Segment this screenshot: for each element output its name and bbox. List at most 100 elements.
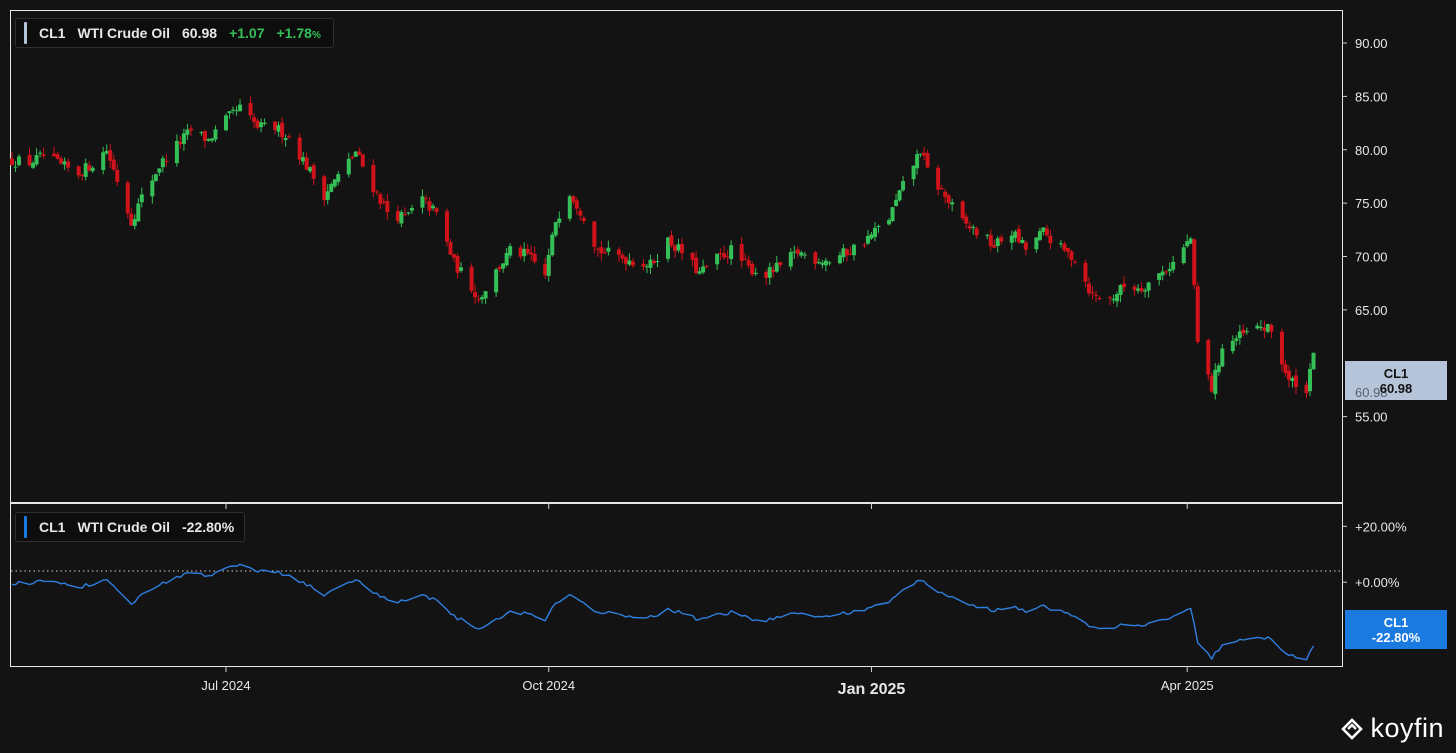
candle-up xyxy=(606,247,611,252)
candle-up xyxy=(406,212,411,214)
candle-down xyxy=(704,265,709,267)
candle-down xyxy=(381,201,386,203)
candle-up xyxy=(83,163,88,177)
price-legend-name: WTI Crude Oil xyxy=(77,25,171,41)
candle-down xyxy=(848,253,853,255)
candle-up xyxy=(676,244,681,251)
candle-up xyxy=(890,207,895,221)
candle-up xyxy=(522,248,527,257)
candle-up xyxy=(697,271,702,274)
candle-up xyxy=(329,184,334,192)
candle-up xyxy=(729,245,734,260)
candle-down xyxy=(80,174,85,177)
x-axis: Jul 2024 Oct 2024 Jan 2025 Apr 2025 xyxy=(201,502,1214,698)
candle-down xyxy=(273,121,278,130)
candle-up xyxy=(911,165,916,180)
candle-up xyxy=(157,168,162,173)
price-y-tick-label: 70.00 xyxy=(1355,250,1388,265)
candle-up xyxy=(788,252,793,267)
candle-up xyxy=(17,156,22,166)
candle-up xyxy=(262,122,267,125)
candle-down xyxy=(108,150,113,161)
candle-down xyxy=(202,130,207,142)
candle-up xyxy=(494,269,499,293)
candle-down xyxy=(718,253,723,255)
candle-up xyxy=(504,253,509,266)
price-y-axis: 90.00 85.00 80.00 75.00 70.00 65.00 55.00 xyxy=(1342,36,1388,425)
candle-down xyxy=(673,245,678,252)
candle-up xyxy=(655,261,660,263)
candle-down xyxy=(27,154,32,166)
percent-legend-symbol: CL1 xyxy=(39,519,66,535)
candle-down xyxy=(255,120,260,128)
candle-up xyxy=(1143,290,1148,292)
candle-up xyxy=(136,203,141,222)
price-legend-price: 60.98 xyxy=(182,25,218,41)
candle-up xyxy=(399,212,404,224)
candle-down xyxy=(722,253,727,258)
candle-down xyxy=(1016,228,1021,243)
price-y-tick-label: 55.00 xyxy=(1355,410,1388,425)
candle-up xyxy=(550,234,555,256)
price-y-tick-label: 75.00 xyxy=(1355,196,1388,211)
candle-up xyxy=(1167,269,1172,272)
candle-up xyxy=(897,190,902,201)
candle-down xyxy=(992,245,997,248)
candle-up xyxy=(918,153,923,155)
candle-up xyxy=(1111,298,1116,301)
candle-up xyxy=(820,262,825,265)
candle-down xyxy=(616,249,621,255)
candle-up xyxy=(1311,352,1316,370)
candle-down xyxy=(750,263,755,275)
candle-up xyxy=(837,255,842,264)
candle-up xyxy=(1230,340,1235,352)
candle-up xyxy=(206,138,211,141)
candle-down xyxy=(1044,228,1049,236)
candle-down xyxy=(1069,251,1074,261)
candle-up xyxy=(753,272,758,274)
candle-up xyxy=(1220,348,1225,367)
candle-up xyxy=(227,111,232,114)
price-y-tick-label: 85.00 xyxy=(1355,89,1388,104)
candle-up xyxy=(644,266,649,268)
candle-up xyxy=(1157,273,1162,280)
candle-up xyxy=(1160,271,1165,276)
percent-tag: CL1 -22.80% xyxy=(1345,610,1447,649)
x-tick-label: Apr 2025 xyxy=(1161,678,1214,693)
candle-down xyxy=(1283,364,1288,374)
candle-down xyxy=(1304,384,1309,394)
candle-up xyxy=(823,260,828,266)
percent-tag-bg xyxy=(1345,610,1447,649)
candle-down xyxy=(427,200,432,211)
candle-down xyxy=(374,191,379,193)
price-legend[interactable]: CL1 WTI Crude Oil 60.98 +1.07 +1.78% xyxy=(15,18,334,48)
candle-down xyxy=(602,252,607,254)
percent-tag-value: -22.80% xyxy=(1372,630,1421,645)
candle-down xyxy=(455,255,460,273)
candle-down xyxy=(946,195,951,203)
candle-up xyxy=(153,174,158,181)
candle-down xyxy=(1108,297,1113,299)
candle-down xyxy=(178,142,183,145)
candle-down xyxy=(66,161,71,168)
candle-up xyxy=(666,237,671,259)
candle-up xyxy=(1171,261,1176,270)
candle-down xyxy=(1048,235,1053,244)
candle-down xyxy=(922,152,927,156)
candle-up xyxy=(876,226,881,228)
candle-up xyxy=(1234,338,1239,341)
price-legend-symbol: CL1 xyxy=(39,25,66,41)
price-legend-change-pct-value: +1.78 xyxy=(276,25,312,41)
price-legend-swatch xyxy=(24,22,27,44)
candle-down xyxy=(623,257,628,264)
candle-up xyxy=(150,180,155,197)
candle-down xyxy=(813,252,818,264)
candle-down xyxy=(936,167,941,190)
candle-up xyxy=(887,220,892,225)
candle-down xyxy=(125,182,130,214)
percent-legend-swatch xyxy=(24,516,27,538)
candle-down xyxy=(1286,370,1291,380)
candle-down xyxy=(967,226,972,229)
candle-down xyxy=(350,157,355,159)
percent-legend[interactable]: CL1 WTI Crude Oil -22.80% xyxy=(15,512,246,542)
